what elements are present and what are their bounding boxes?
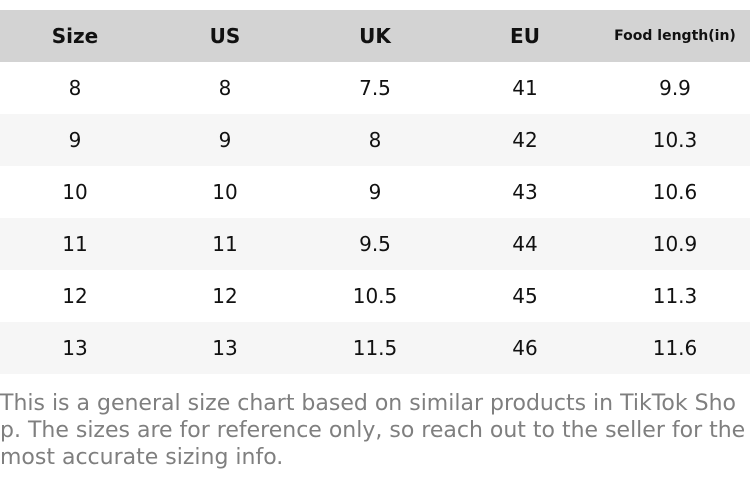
column-header-uk: UK	[300, 10, 450, 62]
cell-size: 10	[62, 180, 88, 204]
cell-eu: 44	[512, 232, 538, 256]
table-header-row: Size US UK EU Food length(in)	[0, 10, 750, 62]
cell-size: 12	[62, 284, 88, 308]
column-header-size: Size	[0, 10, 150, 62]
table-row: 9 9 8 42 10.3	[0, 114, 750, 166]
cell-us: 13	[212, 336, 238, 360]
table-row: 10 10 9 43 10.6	[0, 166, 750, 218]
cell-food-length: 11.3	[652, 284, 698, 308]
cell-food-length: 10.9	[652, 232, 698, 256]
cell-uk: 8	[368, 128, 382, 152]
cell-size: 13	[62, 336, 88, 360]
column-header-food-length: Food length(in)	[600, 10, 750, 62]
cell-size: 8	[68, 76, 82, 100]
table-row: 8 8 7.5 41 9.9	[0, 62, 750, 114]
cell-uk: 9	[368, 180, 382, 204]
cell-size: 9	[68, 128, 82, 152]
table-row: 12 12 10.5 45 11.3	[0, 270, 750, 322]
cell-uk: 11.5	[352, 336, 398, 360]
cell-food-length: 9.9	[659, 76, 691, 100]
size-chart-table: Size US UK EU Food length(in) 8 8 7.5 41…	[0, 10, 750, 374]
cell-eu: 45	[512, 284, 538, 308]
cell-us: 11	[212, 232, 238, 256]
size-chart-page: Size US UK EU Food length(in) 8 8 7.5 41…	[0, 10, 750, 504]
cell-us: 9	[218, 128, 232, 152]
cell-uk: 7.5	[359, 76, 391, 100]
cell-food-length: 10.3	[652, 128, 698, 152]
cell-eu: 42	[512, 128, 538, 152]
table-row: 13 13 11.5 46 11.6	[0, 322, 750, 374]
disclaimer-text: This is a general size chart based on si…	[0, 391, 746, 470]
column-header-us: US	[150, 10, 300, 62]
cell-us: 8	[218, 76, 232, 100]
cell-eu: 41	[512, 76, 538, 100]
table-row: 11 11 9.5 44 10.9	[0, 218, 750, 270]
cell-food-length: 11.6	[652, 336, 698, 360]
cell-uk: 9.5	[359, 232, 391, 256]
cell-eu: 43	[512, 180, 538, 204]
column-header-eu: EU	[450, 10, 600, 62]
cell-us: 12	[212, 284, 238, 308]
cell-size: 11	[62, 232, 88, 256]
cell-uk: 10.5	[352, 284, 398, 308]
cell-food-length: 10.6	[652, 180, 698, 204]
cell-us: 10	[212, 180, 238, 204]
cell-eu: 46	[512, 336, 538, 360]
